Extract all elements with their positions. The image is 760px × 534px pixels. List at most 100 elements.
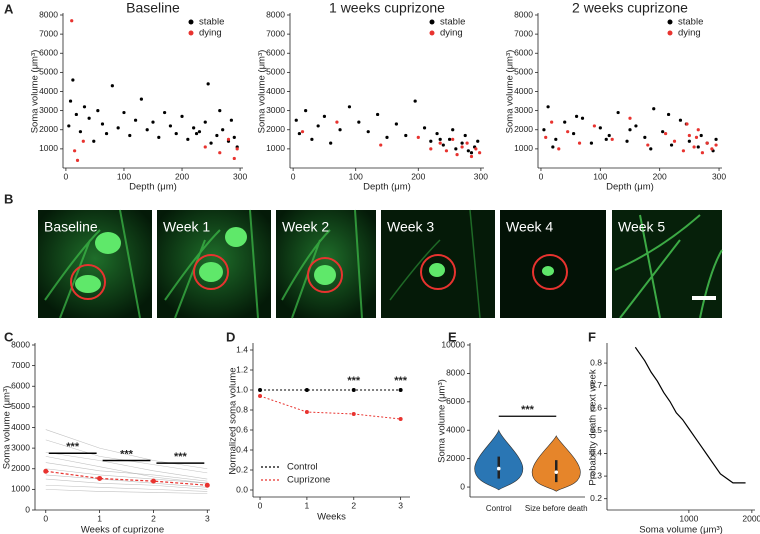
point bbox=[694, 135, 699, 139]
x-tick-label: 100 bbox=[349, 171, 363, 181]
y-axis-label: Normalized soma volume bbox=[228, 367, 239, 474]
point bbox=[463, 133, 467, 138]
y-tick-label: 7000 bbox=[514, 28, 533, 38]
y-tick-label: 5000 bbox=[11, 401, 30, 411]
point bbox=[678, 118, 683, 122]
soma bbox=[314, 265, 336, 285]
y-tick-label: 0 bbox=[460, 481, 465, 491]
point bbox=[710, 147, 714, 151]
x-tick-label: Control bbox=[486, 504, 512, 513]
y-tick-label: 0.2 bbox=[590, 493, 602, 503]
point bbox=[478, 151, 482, 155]
point bbox=[316, 124, 320, 128]
x-tick-label: 1000 bbox=[679, 513, 698, 523]
soma bbox=[199, 262, 223, 282]
point bbox=[335, 120, 339, 124]
x-tick-label: 1 bbox=[97, 513, 102, 523]
legend-marker bbox=[429, 30, 435, 36]
y-tick-label: 10000 bbox=[441, 339, 465, 349]
x-axis-label: Depth (μm) bbox=[606, 182, 654, 193]
point bbox=[221, 128, 225, 132]
point bbox=[398, 388, 403, 392]
point bbox=[700, 151, 705, 155]
soma bbox=[95, 232, 121, 254]
individual-line bbox=[45, 456, 208, 484]
individual-line bbox=[45, 429, 208, 470]
point bbox=[546, 105, 550, 109]
significance-label: *** bbox=[394, 375, 408, 387]
y-tick-label: 8000 bbox=[446, 368, 465, 378]
point bbox=[351, 388, 356, 392]
point bbox=[696, 128, 700, 132]
point bbox=[192, 126, 196, 130]
y-tick-label: 0.5 bbox=[590, 425, 602, 435]
mean-line bbox=[45, 470, 208, 486]
point bbox=[628, 128, 632, 132]
point bbox=[226, 137, 231, 141]
legend-marker bbox=[188, 19, 194, 25]
point bbox=[82, 105, 87, 109]
y-tick-label: 8000 bbox=[39, 9, 58, 19]
x-tick-label: Size before death bbox=[525, 504, 588, 513]
point bbox=[429, 147, 433, 151]
y-tick-label: 5000 bbox=[39, 67, 58, 77]
point bbox=[574, 114, 579, 118]
point bbox=[194, 131, 199, 136]
point bbox=[435, 131, 439, 136]
point bbox=[563, 120, 567, 124]
y-tick-label: 7000 bbox=[11, 360, 30, 370]
soma bbox=[542, 266, 554, 276]
legend-marker bbox=[188, 30, 194, 36]
point bbox=[699, 133, 703, 138]
y-tick-label: 3000 bbox=[39, 105, 58, 115]
micrograph-row: Baseline Week 1 Week 2 Week 3 Week 4 Wee… bbox=[38, 209, 723, 319]
image-label: Week 1 bbox=[163, 219, 210, 235]
point bbox=[666, 112, 671, 117]
point bbox=[304, 388, 309, 392]
point bbox=[469, 151, 474, 155]
process bbox=[614, 214, 723, 319]
point bbox=[258, 394, 263, 398]
marker-circle bbox=[193, 254, 229, 290]
significance-label: *** bbox=[66, 441, 80, 453]
legend-label: dying bbox=[678, 28, 701, 39]
point bbox=[692, 145, 696, 149]
point bbox=[610, 137, 614, 141]
point bbox=[122, 110, 126, 115]
micrograph bbox=[500, 210, 606, 318]
image-label: Week 4 bbox=[506, 219, 553, 235]
legend-label: Cuprizone bbox=[287, 475, 330, 486]
y-axis-label: Soma volume (μm³) bbox=[505, 50, 516, 134]
point bbox=[96, 109, 100, 113]
y-axis-label: Probability death next week bbox=[588, 369, 599, 485]
point bbox=[669, 143, 674, 147]
y-tick-label: 0.6 bbox=[236, 424, 248, 434]
point bbox=[151, 120, 155, 124]
point bbox=[607, 133, 611, 138]
y-tick-label: 3000 bbox=[11, 442, 30, 452]
individual-line bbox=[45, 484, 208, 492]
image-label: Baseline bbox=[44, 219, 98, 235]
y-axis-label: Soma volume (μm³) bbox=[437, 379, 448, 463]
y-tick-label: 2000 bbox=[11, 463, 30, 473]
point bbox=[557, 147, 561, 151]
point bbox=[454, 147, 458, 151]
point bbox=[357, 120, 361, 124]
micrograph bbox=[38, 210, 152, 318]
point bbox=[451, 128, 455, 132]
point bbox=[145, 128, 149, 132]
point bbox=[351, 412, 356, 416]
point bbox=[580, 116, 585, 120]
point bbox=[441, 143, 445, 147]
individual-line bbox=[45, 462, 208, 482]
point bbox=[643, 135, 647, 139]
point bbox=[589, 141, 594, 145]
y-tick-label: 7000 bbox=[266, 28, 285, 38]
y-tick-label: 2000 bbox=[514, 124, 533, 134]
point bbox=[116, 126, 120, 130]
point bbox=[634, 124, 638, 128]
panel-label: D bbox=[226, 329, 235, 344]
x-tick-label: 300 bbox=[712, 171, 726, 181]
point bbox=[232, 135, 236, 139]
legend-label: stable bbox=[199, 17, 224, 28]
